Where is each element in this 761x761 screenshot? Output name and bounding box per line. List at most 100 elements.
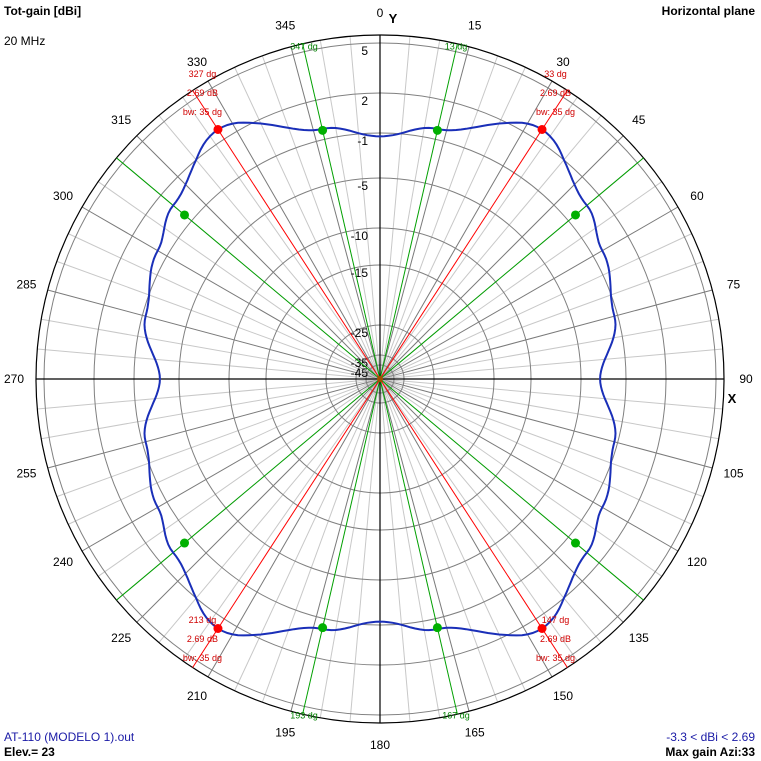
grid-spoke (234, 378, 381, 691)
grid-spoke (41, 378, 381, 440)
grid-spoke (81, 378, 381, 552)
azimuth-label: 240 (53, 555, 73, 569)
grid-spoke (379, 378, 499, 703)
grid-spoke (68, 233, 381, 380)
grid-spoke (379, 378, 692, 525)
grid-spoke (41, 318, 381, 380)
radiation-pattern-curve (143, 121, 617, 637)
max-lobe-line (192, 378, 381, 668)
beamwidth-marker (180, 210, 190, 220)
azimuth-label: 60 (690, 189, 704, 203)
azimuth-label: 30 (556, 55, 570, 69)
beamwidth-marker (318, 125, 328, 135)
elevation-label: Elev.= 23 (4, 745, 55, 759)
grid-spoke (379, 318, 719, 380)
grid-spoke (379, 378, 411, 722)
azimuth-label: 150 (553, 689, 573, 703)
grid-spoke (56, 260, 381, 380)
grid-spoke (379, 378, 578, 662)
ring-label: -15 (351, 266, 369, 280)
grid-spoke (97, 181, 381, 380)
grid-spoke (261, 378, 381, 703)
azimuth-label: 0 (377, 6, 384, 20)
azimuth-label: 225 (111, 631, 131, 645)
max-gain-marker (213, 124, 223, 134)
azimuth-label: 180 (370, 738, 390, 752)
grid-spoke (379, 40, 441, 380)
grid-spoke (379, 206, 679, 380)
grid-spoke (290, 378, 381, 712)
grid-spoke (379, 135, 624, 380)
ring-label: -1 (357, 134, 368, 148)
azimuth-label: 285 (16, 277, 36, 291)
beamwidth-label: 13 dg (445, 42, 468, 52)
grid-spoke (290, 46, 381, 380)
azimuth-label: 120 (687, 555, 707, 569)
grid-spoke (349, 378, 381, 722)
beamwidth-line (379, 378, 644, 601)
ring-label: 2 (361, 94, 368, 108)
azimuth-label: 315 (111, 113, 131, 127)
ring-label: -25 (351, 326, 369, 340)
grid-spoke (379, 378, 526, 691)
grid-spoke (379, 378, 713, 469)
max-gain-annotation: 2.69 dB (187, 88, 218, 98)
grid-spoke (234, 67, 381, 380)
grid-spoke (349, 36, 381, 380)
azimuth-label: 165 (465, 726, 485, 740)
azimuth-label: 45 (632, 113, 646, 127)
azimuth-label: 330 (187, 55, 207, 69)
file-name: AT-110 (MODELO 1).out (4, 730, 135, 744)
y-axis-label: Y (389, 11, 398, 26)
grid-spoke (379, 46, 470, 380)
azimuth-label: 75 (727, 277, 741, 291)
azimuth-label: 15 (468, 18, 482, 32)
grid-spoke (47, 289, 381, 380)
ring-label: -45 (351, 366, 369, 380)
grid-spoke (207, 378, 381, 678)
grid-spoke (37, 348, 381, 380)
grid-spoke (319, 40, 381, 380)
azimuth-label: 345 (275, 18, 295, 32)
beamwidth-line (379, 157, 644, 380)
grid-spoke (379, 378, 624, 623)
grid-spoke (379, 80, 553, 380)
grid-spoke (379, 378, 679, 552)
origin-marker (377, 376, 383, 382)
grid-spoke (379, 378, 553, 678)
max-gain-annotation: 2.69 dB (187, 634, 218, 644)
grid-spoke (379, 67, 526, 380)
grid-spoke (319, 378, 381, 718)
beamwidth-line (379, 43, 458, 380)
max-gain-annotation: 213 dg (189, 615, 217, 625)
plane-title: Horizontal plane (661, 4, 755, 18)
grid-spoke (261, 55, 381, 380)
grid-spoke (81, 206, 381, 380)
grid-spoke (47, 378, 381, 469)
grid-spoke (182, 378, 381, 662)
grid-spoke (379, 96, 578, 380)
grid-spoke (182, 96, 381, 380)
beamwidth-line (116, 157, 381, 380)
frequency-label: 20 MHz (4, 34, 46, 48)
max-gain-annotation: 2.69 dB (540, 88, 571, 98)
ring-label: -10 (351, 229, 369, 243)
max-gain-marker (213, 624, 223, 634)
azimuth-label: 105 (724, 467, 744, 481)
azimuth-label: 300 (53, 189, 73, 203)
beamwidth-marker (318, 623, 328, 633)
max-lobe-line (379, 378, 568, 668)
max-gain-label: Max gain Azi:33 (665, 745, 755, 759)
azimuth-label: 210 (187, 689, 207, 703)
grid-spoke (56, 378, 381, 498)
beamwidth-line (302, 43, 381, 380)
grid-spoke (68, 378, 381, 525)
grid-spoke (37, 378, 381, 410)
grid-spoke (379, 289, 713, 380)
max-gain-marker (537, 624, 547, 634)
beamwidth-marker (432, 623, 442, 633)
gain-range: -3.3 < dBi < 2.69 (666, 730, 755, 744)
grid-spoke (379, 378, 663, 577)
azimuth-label: 270 (4, 372, 24, 386)
